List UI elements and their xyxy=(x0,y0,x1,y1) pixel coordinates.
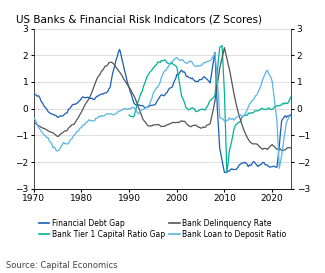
Text: US Banks & Financial Risk Indicators (Z Scores): US Banks & Financial Risk Indicators (Z … xyxy=(16,15,262,25)
Legend: Financial Debt Gap, Bank Tier 1 Capital Ratio Gap, Bank Delinquency Rate, Bank L: Financial Debt Gap, Bank Tier 1 Capital … xyxy=(35,215,290,242)
Text: Source: Capital Economics: Source: Capital Economics xyxy=(6,261,118,270)
